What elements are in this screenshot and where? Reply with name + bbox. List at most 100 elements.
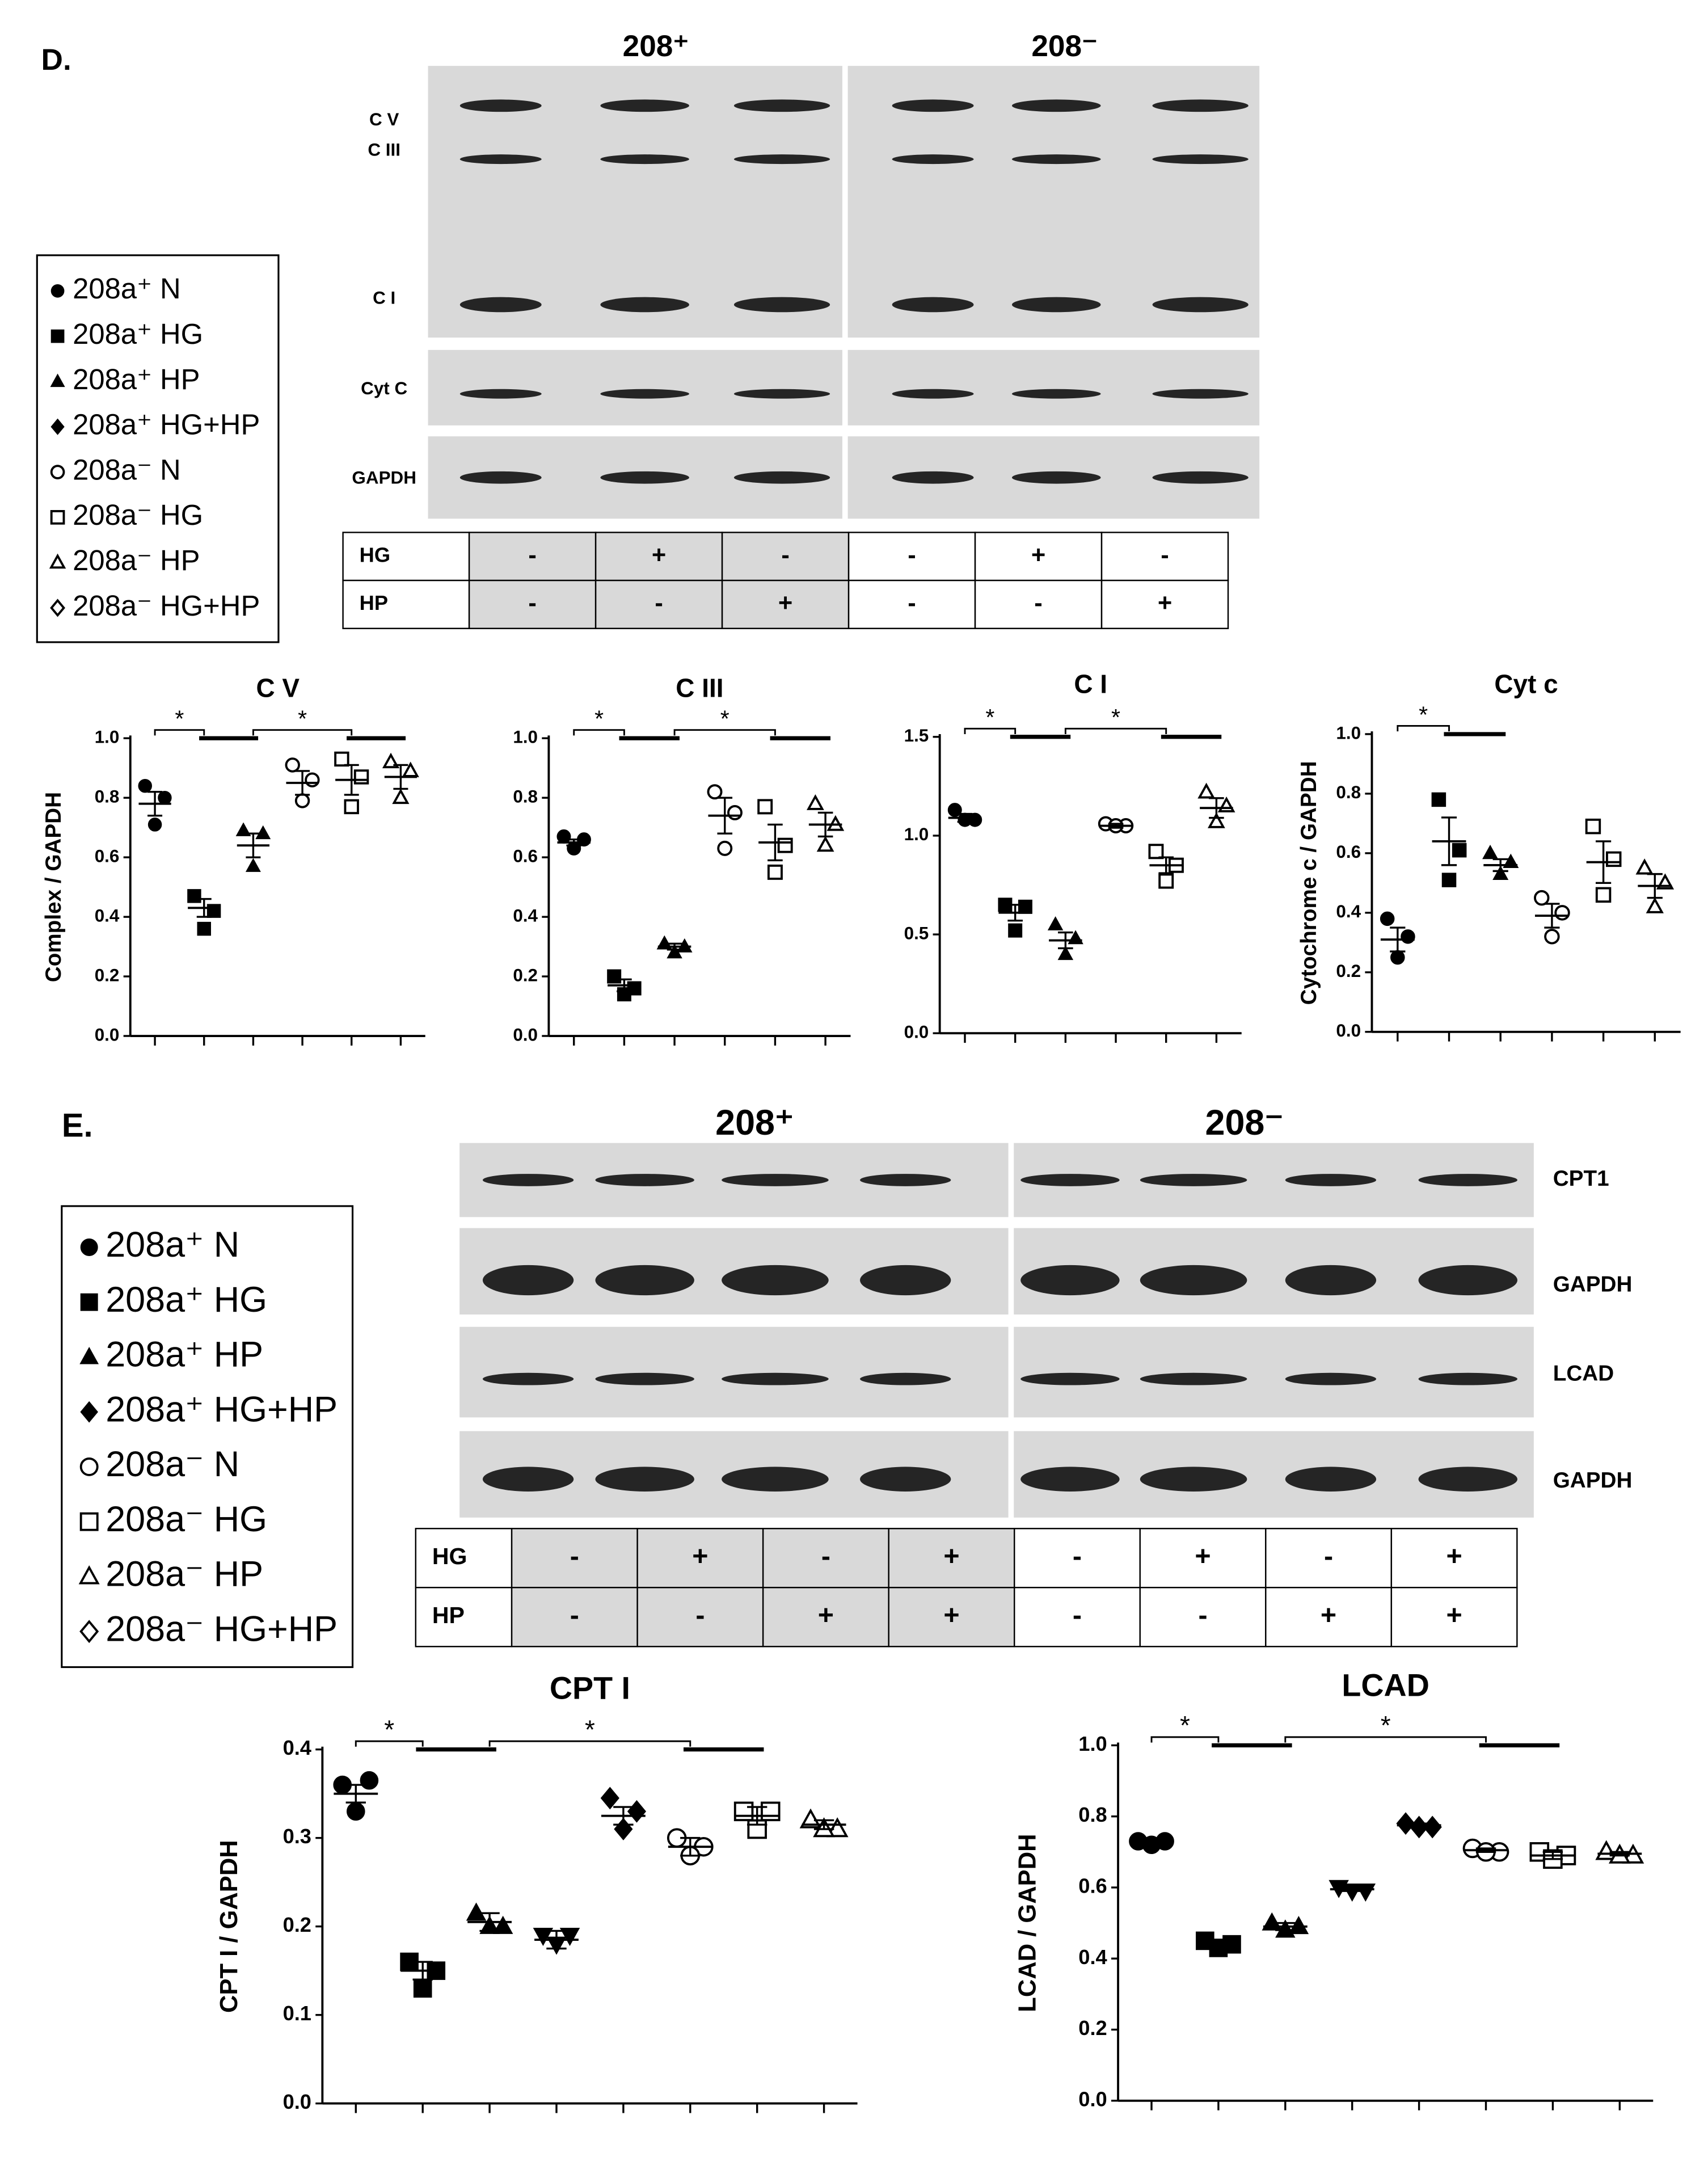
- table-cell: [888, 1587, 1015, 1648]
- error-bar: [1058, 931, 1073, 950]
- y-tick-label: 0.2: [95, 965, 120, 985]
- significance-label: *: [384, 1714, 394, 1744]
- data-point: [559, 1927, 580, 1947]
- y-tick-label: 0.2: [283, 1913, 311, 1936]
- table-cell-text: +: [652, 541, 666, 568]
- table-cell-text: +: [818, 1600, 834, 1631]
- y-tick-label: 0.4: [95, 905, 120, 925]
- data-point: [360, 1771, 379, 1790]
- chart-title: CPT I: [550, 1670, 630, 1705]
- significance-bracket: [573, 729, 625, 736]
- data-point: [799, 1808, 822, 1829]
- legend-label: 208a⁻ HG+HP: [73, 589, 260, 622]
- error-bar: [817, 811, 833, 838]
- y-tick-label: 1.5: [904, 726, 929, 745]
- data-point: [245, 858, 261, 872]
- table-cell-text: -: [1073, 1600, 1082, 1631]
- table-cell-text: -: [570, 1600, 579, 1631]
- data-point: [777, 837, 793, 853]
- legend-label: 208a⁺ HG: [73, 318, 203, 350]
- data-point: [1452, 842, 1467, 858]
- data-point: [1544, 929, 1560, 945]
- chart-title: C III: [676, 673, 723, 703]
- table-cell-text: +: [778, 589, 792, 617]
- legend-label: 208a⁺ HP: [73, 363, 200, 395]
- error-bar: [1408, 1822, 1429, 1829]
- blot-label: GAPDH: [352, 467, 416, 487]
- significance-bracket: [1150, 1736, 1220, 1743]
- y-tick-label: 0.2: [1078, 2016, 1107, 2040]
- legend-marker: [78, 1565, 100, 1585]
- y-tick-label: 0.4: [1336, 901, 1361, 921]
- y-tick-label: 0.4: [513, 905, 538, 925]
- blot-band: [600, 471, 689, 484]
- error-bar: [1208, 1940, 1229, 1949]
- blot-band: [733, 99, 830, 112]
- error-bar: [1342, 1886, 1363, 1892]
- y-tick-label: 0.4: [1078, 1945, 1107, 1969]
- table-row-label: HG: [432, 1543, 467, 1569]
- significance-bracket: [154, 729, 205, 736]
- significance-label: *: [298, 706, 307, 732]
- blot-band: [1011, 389, 1101, 399]
- y-axis-label: Complex / GAPDH: [41, 792, 66, 982]
- data-point: [353, 769, 369, 785]
- error-bar: [546, 1929, 567, 1950]
- table-cell-text: +: [1158, 589, 1172, 617]
- data-point: [1441, 873, 1457, 887]
- legend-marker: [50, 284, 65, 298]
- blot-band: [1140, 1372, 1247, 1385]
- blot-band: [1285, 1467, 1377, 1492]
- significance-bracket: [964, 727, 1017, 734]
- error-bar: [1158, 856, 1174, 874]
- data-point: [1554, 905, 1570, 921]
- blot-band: [1020, 1174, 1120, 1186]
- error-bar: [957, 812, 973, 823]
- y-tick-label: 0.0: [513, 1025, 538, 1044]
- legend-marker: [80, 1238, 98, 1256]
- blot-band: [1011, 297, 1101, 313]
- legend-label: 208a⁻ N: [106, 1444, 239, 1484]
- blot-band: [1140, 1174, 1247, 1186]
- error-bar: [680, 1836, 701, 1857]
- table-cell-text: -: [695, 1600, 705, 1631]
- legend-marker: [79, 1346, 99, 1364]
- table-cell-text: +: [1446, 1600, 1462, 1631]
- error-bar: [613, 1806, 634, 1826]
- data-point: [767, 864, 783, 880]
- data-point: [1390, 950, 1405, 965]
- data-point: [1595, 887, 1612, 903]
- legend-label: 208a⁺ HG+HP: [106, 1389, 338, 1429]
- blot-band: [595, 1467, 694, 1492]
- data-point: [667, 944, 682, 959]
- error-bar: [1595, 840, 1612, 884]
- blot-band: [1285, 1265, 1377, 1296]
- y-tick-label: 0.6: [513, 846, 538, 866]
- blot-band: [482, 1372, 574, 1385]
- data-point: [346, 1802, 365, 1821]
- data-point: [826, 1817, 849, 1838]
- data-point: [1396, 1812, 1415, 1835]
- legend-marker: [50, 329, 65, 343]
- blot-band: [1418, 1265, 1518, 1296]
- data-point: [727, 804, 743, 820]
- error-bar: [617, 978, 632, 992]
- significance-label: *: [720, 706, 729, 732]
- table-cell: [1014, 1528, 1141, 1589]
- y-tick-label: 0.8: [95, 786, 120, 806]
- error-bar: [147, 790, 163, 817]
- blot-label: GAPDH: [1553, 1468, 1633, 1493]
- blot-label: GAPDH: [1553, 1272, 1633, 1296]
- data-point: [1492, 865, 1509, 881]
- error-bar: [566, 838, 582, 846]
- blot-band: [459, 389, 542, 399]
- table-cell: [847, 579, 976, 629]
- error-bar: [1390, 926, 1406, 953]
- blot-band: [892, 389, 974, 399]
- table-cell: [468, 579, 597, 629]
- data-point: [1057, 946, 1074, 960]
- table-cell: [762, 1587, 889, 1648]
- significance-bracket: [355, 1740, 424, 1747]
- legend-label: 208a⁻ HP: [106, 1554, 263, 1594]
